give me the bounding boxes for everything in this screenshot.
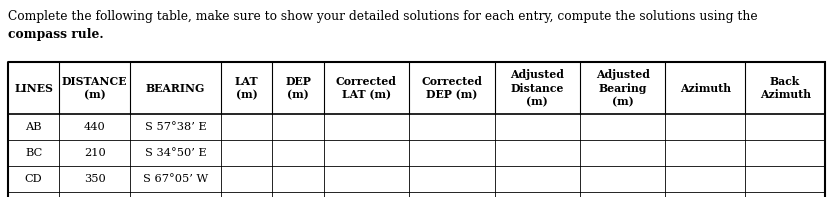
Text: Complete the following table, make sure to show your detailed solutions for each: Complete the following table, make sure … [8, 10, 758, 23]
Text: 350: 350 [84, 174, 106, 184]
Text: S 57°38’ E: S 57°38’ E [145, 122, 207, 132]
Text: BC: BC [25, 148, 42, 158]
Text: Azimuth: Azimuth [680, 83, 731, 94]
Text: 440: 440 [84, 122, 106, 132]
Text: Adjusted
Distance
(m): Adjusted Distance (m) [511, 69, 564, 107]
Text: CD: CD [25, 174, 42, 184]
Text: Corrected
LAT (m): Corrected LAT (m) [336, 76, 397, 100]
Text: Back
Azimuth: Back Azimuth [760, 76, 811, 100]
Text: DEP
(m): DEP (m) [285, 76, 311, 100]
Text: DISTANCE
(m): DISTANCE (m) [62, 76, 127, 100]
Text: S 67°05’ W: S 67°05’ W [143, 174, 208, 184]
Bar [8, 62, 825, 114]
Text: LINES: LINES [14, 83, 53, 94]
Text: BEARING: BEARING [146, 83, 205, 94]
Text: compass rule.: compass rule. [8, 28, 103, 41]
Text: LAT
(m): LAT (m) [235, 76, 258, 100]
Text: AB: AB [25, 122, 42, 132]
Text: Adjusted
Bearing
(m): Adjusted Bearing (m) [596, 69, 650, 107]
Text: 210: 210 [84, 148, 106, 158]
Text: S 34°50’ E: S 34°50’ E [145, 148, 207, 158]
Text: Corrected
DEP (m): Corrected DEP (m) [421, 76, 482, 100]
